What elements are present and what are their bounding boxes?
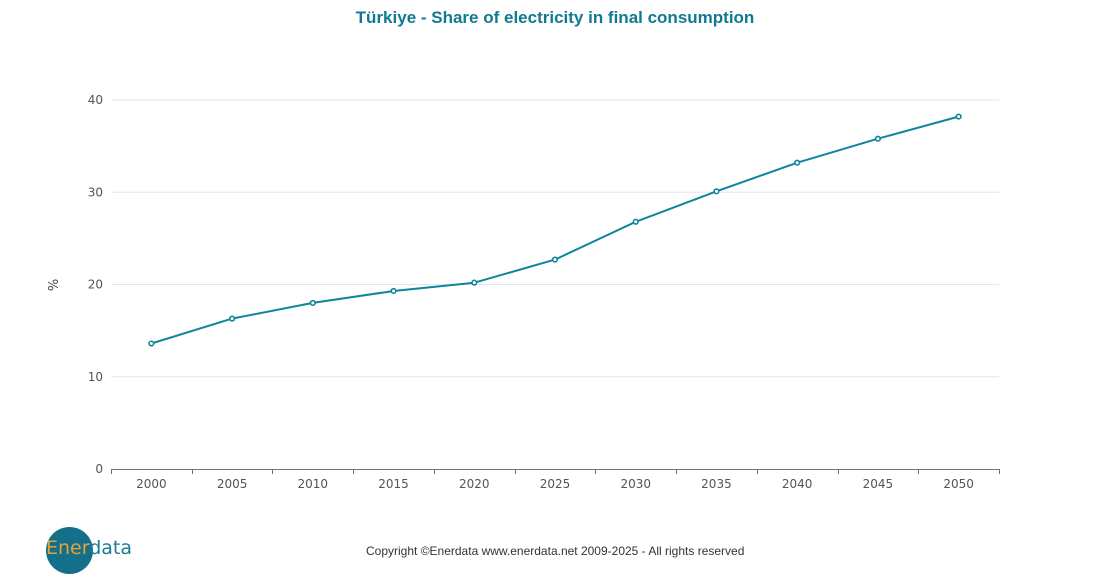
y-tick-label: 20	[88, 278, 103, 292]
x-tick-label: 2000	[136, 477, 167, 491]
enerdata-logo-circle	[46, 527, 93, 574]
chart-title: Türkiye - Share of electricity in final …	[355, 8, 755, 27]
enerdata-logo[interactable]: Enerdata	[46, 537, 132, 559]
x-tick-label: 2015	[378, 477, 409, 491]
x-tick-label: 2040	[782, 477, 813, 491]
data-point	[874, 135, 882, 142]
y-axis-label: %	[47, 279, 62, 291]
data-point	[794, 159, 801, 166]
data-point	[632, 218, 639, 225]
data-point	[471, 279, 478, 286]
data-point	[713, 188, 720, 195]
copyright-text: Copyright ©Enerdata www.enerdata.net 200…	[366, 544, 745, 558]
data-point	[390, 287, 397, 295]
data-point	[551, 256, 559, 263]
x-tick-label: 2010	[298, 477, 329, 491]
y-tick-label: 30	[88, 185, 103, 199]
x-tick-label: 2005	[217, 477, 248, 491]
data-point	[955, 113, 962, 120]
data-point	[148, 340, 155, 347]
x-tick-label: 2020	[459, 477, 490, 491]
y-tick-label: 40	[88, 93, 103, 107]
series-group	[148, 113, 962, 347]
data-point	[309, 299, 316, 307]
x-tick-label: 2045	[863, 477, 894, 491]
x-tick-label: 2030	[620, 477, 651, 491]
logo-text-ener: Ener	[46, 537, 90, 559]
y-axis-ticks: 0 10 20 30 40	[88, 93, 103, 476]
x-tick-label: 2025	[540, 477, 571, 491]
series-line	[151, 115, 959, 345]
x-tick-label: 2050	[943, 477, 974, 491]
data-point	[228, 315, 236, 322]
logo-text-data: data	[89, 537, 133, 559]
gridlines	[111, 99, 999, 378]
y-tick-label: 0	[95, 462, 103, 476]
x-axis: 2000 2005 2010 2015 2020 2025 2030 2035 2040 2045…	[111, 469, 1000, 491]
y-tick-label: 10	[88, 370, 103, 384]
x-tick-label: 2035	[701, 477, 732, 491]
